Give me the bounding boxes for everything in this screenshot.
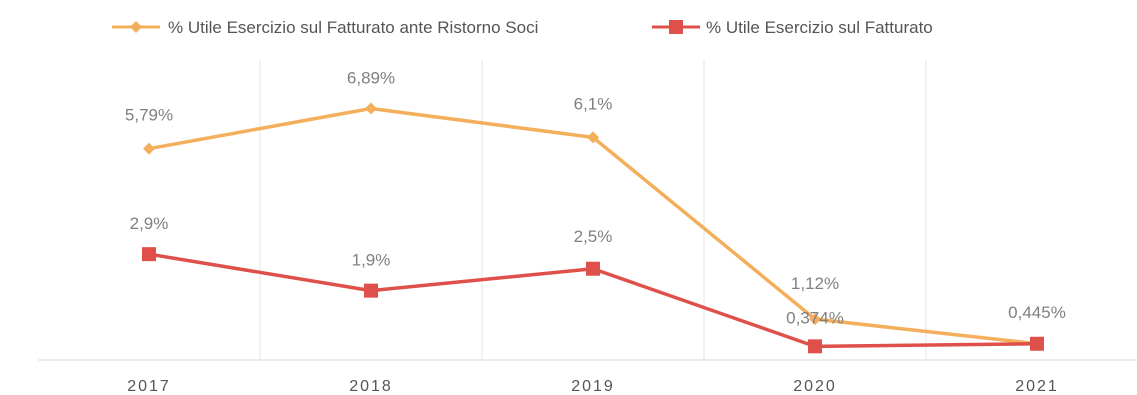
- data-label: 6,1%: [574, 94, 613, 113]
- data-point: [143, 142, 155, 155]
- chart-legend: % Utile Esercizio sul Fatturato ante Ris…: [112, 18, 933, 37]
- data-label: 1,12%: [791, 274, 839, 293]
- x-tick-label: 2019: [571, 378, 615, 395]
- series: [143, 102, 1043, 350]
- data-label: 0,374%: [786, 308, 844, 327]
- data-point: [130, 21, 142, 33]
- data-label: 2,5%: [574, 227, 613, 246]
- x-tick-label: 2018: [349, 378, 393, 395]
- gridlines: [259, 60, 927, 360]
- data-point: [587, 131, 599, 144]
- series: [142, 247, 1044, 354]
- data-point: [808, 339, 822, 354]
- data-label: 1,9%: [352, 251, 391, 270]
- data-labels: 5,79% 6,89% 6,1% 1,12% 2,9% 1,9% 2,5% 0,374% 0,4…: [125, 69, 1066, 328]
- data-point: [142, 247, 156, 262]
- data-label: 6,89%: [347, 69, 395, 88]
- data-label: 5,79%: [125, 106, 173, 125]
- data-point: [586, 261, 600, 276]
- x-axis: 2017 2018 2019 2020 2021: [38, 359, 1137, 395]
- data-point: [809, 313, 821, 326]
- legend-item: % Utile Esercizio sul Fatturato ante Ris…: [112, 18, 538, 37]
- x-tick-label: 2017: [127, 378, 171, 395]
- data-label: 2,9%: [130, 214, 169, 233]
- legend-label: % Utile Esercizio sul Fatturato: [706, 18, 933, 37]
- data-point: [364, 283, 378, 298]
- data-point: [1030, 336, 1044, 351]
- data-label: 0,445%: [1008, 303, 1066, 322]
- legend-item: % Utile Esercizio sul Fatturato: [652, 18, 933, 37]
- data-point: [669, 20, 683, 34]
- x-tick-label: 2021: [1015, 378, 1059, 395]
- data-point: [365, 102, 377, 115]
- series-layer: [142, 102, 1044, 354]
- legend-label: % Utile Esercizio sul Fatturato ante Ris…: [168, 18, 538, 37]
- x-tick-label: 2020: [793, 378, 837, 395]
